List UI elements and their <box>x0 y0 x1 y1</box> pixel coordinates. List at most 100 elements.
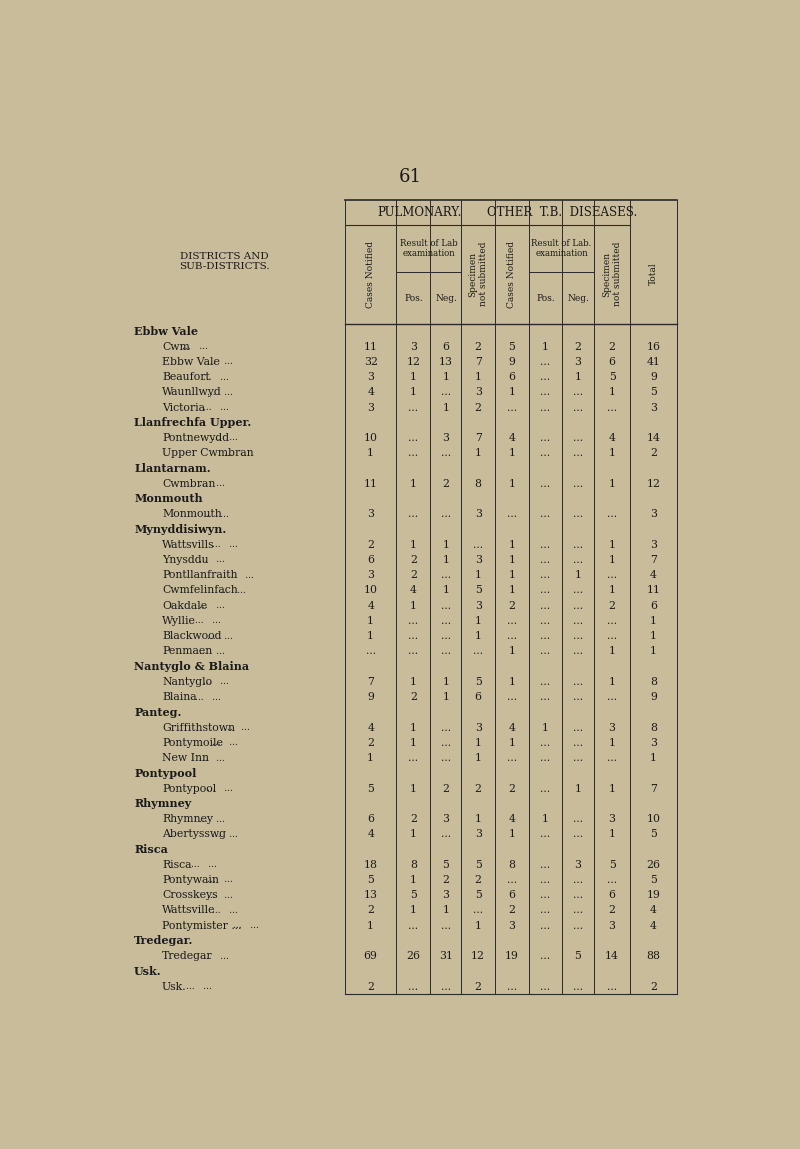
Text: ...: ... <box>573 753 583 763</box>
Text: 5: 5 <box>474 677 482 687</box>
Text: ...: ... <box>507 509 517 519</box>
Text: ...: ... <box>573 876 583 885</box>
Text: ...: ... <box>573 890 583 900</box>
Text: 2: 2 <box>410 692 417 702</box>
Text: Wyllie: Wyllie <box>162 616 196 626</box>
Text: 14: 14 <box>646 433 660 444</box>
Text: 5: 5 <box>650 876 657 885</box>
Text: 1: 1 <box>410 738 417 748</box>
Text: ...: ... <box>441 509 451 519</box>
Text: ...   ...: ... ... <box>199 815 225 824</box>
Text: 7: 7 <box>474 357 482 367</box>
Text: ...: ... <box>573 509 583 519</box>
Text: 3: 3 <box>474 830 482 839</box>
Text: ...: ... <box>607 570 617 580</box>
Text: Wattsville: Wattsville <box>162 905 215 916</box>
Text: 3: 3 <box>609 920 616 931</box>
Text: ...: ... <box>366 647 376 656</box>
Text: 12: 12 <box>406 357 421 367</box>
Text: ...: ... <box>573 402 583 412</box>
Text: ...   ...: ... ... <box>194 616 221 625</box>
Text: 5: 5 <box>574 951 582 962</box>
Text: 2: 2 <box>474 784 482 794</box>
Text: ...: ... <box>473 647 483 656</box>
Text: 1: 1 <box>410 479 417 488</box>
Text: ...: ... <box>408 448 418 458</box>
Text: ...: ... <box>573 616 583 626</box>
Text: 3: 3 <box>474 555 482 565</box>
Text: 3: 3 <box>442 433 450 444</box>
Text: 1: 1 <box>442 372 450 381</box>
Text: New Inn: New Inn <box>162 753 209 763</box>
Text: ...   ...: ... ... <box>207 387 234 396</box>
Text: 1: 1 <box>474 570 482 580</box>
Text: ...: ... <box>573 601 583 610</box>
Text: ...: ... <box>607 509 617 519</box>
Text: ...: ... <box>541 540 550 549</box>
Text: Crosskeys: Crosskeys <box>162 890 218 900</box>
Text: Griffithstown: Griffithstown <box>162 723 235 733</box>
Text: 3: 3 <box>474 601 482 610</box>
Text: 5: 5 <box>509 341 515 352</box>
Text: 1: 1 <box>442 585 450 595</box>
Text: Pontymister ...: Pontymister ... <box>162 920 242 931</box>
Text: ...: ... <box>541 981 550 992</box>
Text: 11: 11 <box>364 341 378 352</box>
Text: 4: 4 <box>410 585 417 595</box>
Text: 1: 1 <box>474 753 482 763</box>
Text: 5: 5 <box>474 890 482 900</box>
Text: ...: ... <box>541 753 550 763</box>
Text: ...: ... <box>507 631 517 641</box>
Text: ...: ... <box>441 448 451 458</box>
Text: ...: ... <box>573 981 583 992</box>
Text: 5: 5 <box>410 890 417 900</box>
Text: 2: 2 <box>410 555 417 565</box>
Text: ...: ... <box>507 402 517 412</box>
Text: ...: ... <box>441 753 451 763</box>
Text: ...   ...: ... ... <box>207 632 234 641</box>
Text: 10: 10 <box>646 813 660 824</box>
Text: ...: ... <box>573 387 583 398</box>
Text: 6: 6 <box>442 341 450 352</box>
Text: 6: 6 <box>367 813 374 824</box>
Text: ...: ... <box>541 509 550 519</box>
Text: Rhymney: Rhymney <box>162 813 213 824</box>
Text: 2: 2 <box>609 341 616 352</box>
Text: Waunllwyd: Waunllwyd <box>162 387 222 398</box>
Text: 1: 1 <box>474 738 482 748</box>
Text: ...: ... <box>573 647 583 656</box>
Text: 8: 8 <box>509 859 515 870</box>
Text: ...: ... <box>541 555 550 565</box>
Text: 8: 8 <box>474 479 482 488</box>
Text: 3: 3 <box>474 387 482 398</box>
Text: 1: 1 <box>574 784 582 794</box>
Text: ...: ... <box>573 920 583 931</box>
Text: 19: 19 <box>505 951 519 962</box>
Text: 61: 61 <box>398 168 422 186</box>
Text: 1: 1 <box>367 753 374 763</box>
Text: 4: 4 <box>650 570 657 580</box>
Text: 1: 1 <box>367 631 374 641</box>
Text: 5: 5 <box>442 859 450 870</box>
Text: ...: ... <box>541 601 550 610</box>
Text: 8: 8 <box>410 859 417 870</box>
Text: 19: 19 <box>646 890 660 900</box>
Text: ...   ...: ... ... <box>211 739 238 747</box>
Text: ...: ... <box>441 387 451 398</box>
Text: 1: 1 <box>410 387 417 398</box>
Text: ...: ... <box>573 813 583 824</box>
Text: 2: 2 <box>442 479 450 488</box>
Text: 1: 1 <box>367 616 374 626</box>
Text: ...: ... <box>541 570 550 580</box>
Text: 5: 5 <box>609 372 615 381</box>
Text: 12: 12 <box>471 951 485 962</box>
Text: ...   ...: ... ... <box>220 586 246 595</box>
Text: 2: 2 <box>410 570 417 580</box>
Text: 3: 3 <box>367 402 374 412</box>
Text: ...: ... <box>541 631 550 641</box>
Text: 1: 1 <box>442 555 450 565</box>
Text: 1: 1 <box>609 387 616 398</box>
Text: Result of Lab
examination: Result of Lab examination <box>400 239 458 259</box>
Text: 3: 3 <box>509 920 515 931</box>
Text: 2: 2 <box>650 981 657 992</box>
